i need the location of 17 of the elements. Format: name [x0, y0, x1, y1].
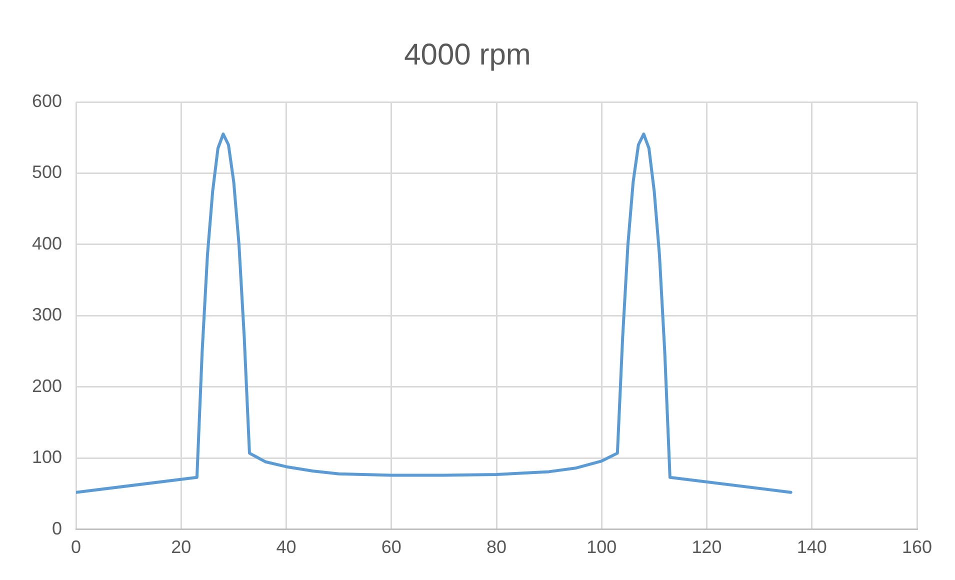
- y-tick-label: 100: [32, 447, 62, 468]
- x-tick-label: 60: [381, 537, 402, 558]
- x-tick-label: 120: [692, 537, 722, 558]
- x-tick-label: 40: [276, 537, 296, 558]
- x-tick-label: 160: [902, 537, 932, 558]
- x-tick-label: 80: [486, 537, 507, 558]
- chart-title: 4000 rpm: [404, 38, 531, 72]
- x-tick-label: 20: [171, 537, 192, 558]
- x-tick-label: 100: [586, 537, 617, 558]
- y-tick-label: 0: [52, 518, 62, 538]
- y-tick-label: 400: [32, 233, 62, 254]
- x-tick-label: 0: [71, 537, 82, 558]
- x-tick-label: 140: [796, 537, 827, 558]
- y-tick-label: 500: [32, 162, 62, 182]
- y-tick-label: 200: [32, 376, 62, 396]
- y-tick-label: 300: [32, 304, 62, 325]
- y-tick-label: 600: [32, 90, 62, 111]
